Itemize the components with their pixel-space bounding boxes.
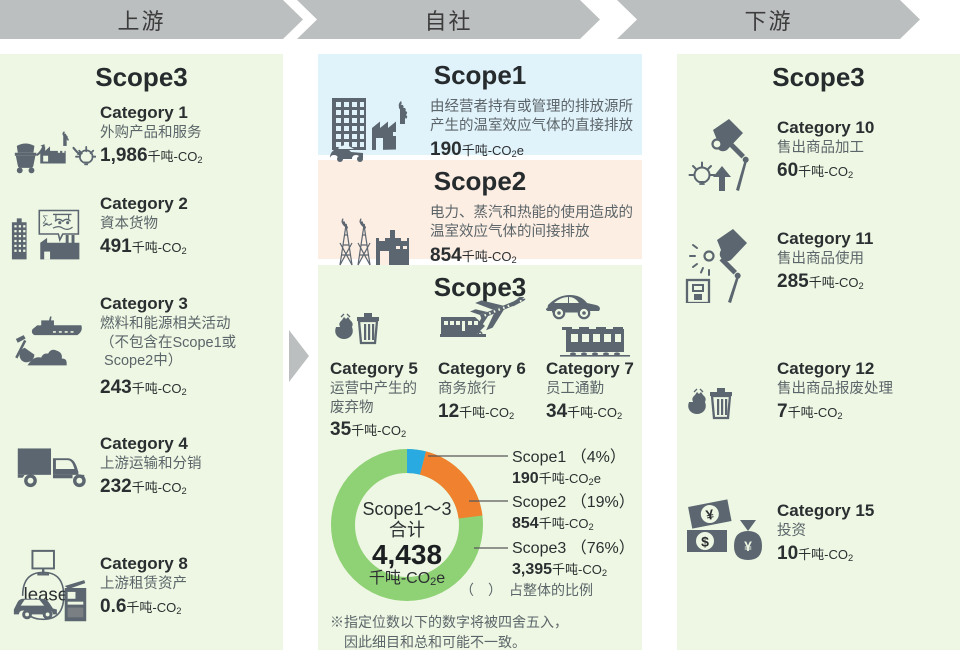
- svg-text:¥: ¥: [744, 538, 752, 554]
- svg-text:$: $: [701, 534, 709, 550]
